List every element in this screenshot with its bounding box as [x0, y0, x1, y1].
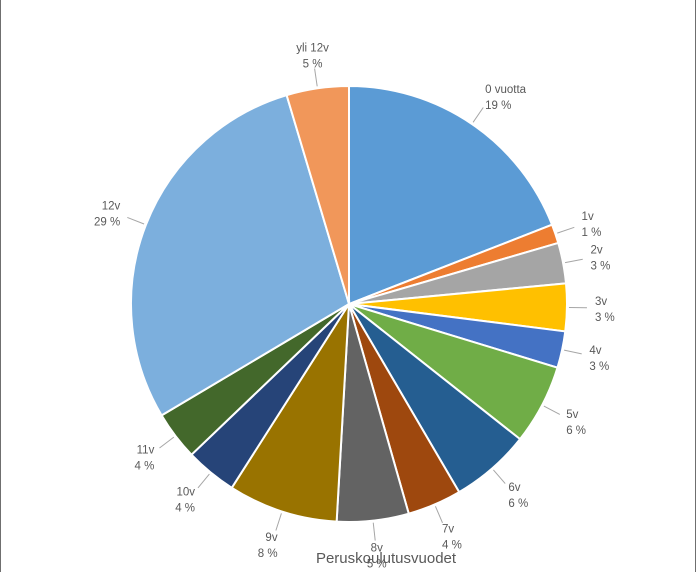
leader-line-yli-12v [314, 68, 318, 87]
value-label-0-vuotta: 19 % [485, 100, 511, 112]
leader-line-11v [159, 436, 175, 449]
leader-line-9v [275, 513, 282, 531]
value-label-5v: 6 % [566, 425, 586, 437]
category-label-12v: 12v [102, 200, 121, 212]
category-label-11v: 11v [137, 444, 155, 456]
category-label-4v: 4v [589, 345, 601, 357]
value-label-8v: 5 % [367, 558, 387, 570]
leader-line-1v [557, 226, 575, 234]
pie-slice-9v [230, 300, 351, 523]
category-label-5v: 5v [566, 409, 578, 421]
value-label-4v: 3 % [589, 361, 609, 373]
value-label-7v: 4 % [442, 540, 462, 552]
leader-line-2v [564, 258, 583, 264]
value-label-6v: 6 % [508, 498, 528, 510]
pie-slice-0-vuotta [348, 84, 554, 306]
leader-line-10v [197, 473, 210, 489]
category-label-7v: 7v [442, 524, 454, 536]
value-label-2v: 3 % [591, 261, 611, 273]
leader-line-7v [434, 506, 443, 524]
value-label-12v: 29 % [94, 216, 120, 228]
leader-line-8v [372, 522, 376, 541]
leader-line-12v [127, 216, 145, 225]
value-label-3v: 3 % [595, 312, 615, 324]
category-label-10v: 10v [177, 487, 196, 499]
value-label-yli-12v: 5 % [303, 59, 323, 71]
value-label-11v: 4 % [135, 460, 155, 472]
category-label-3v: 3v [595, 296, 607, 308]
category-label-2v: 2v [591, 245, 603, 257]
value-label-10v: 4 % [175, 503, 195, 515]
category-label-yli-12v: yli 12v [296, 43, 329, 55]
category-label-9v: 9v [265, 532, 277, 544]
category-label-1v: 1v [582, 211, 594, 223]
data-labels: 0 vuotta 19 % 1v 1 % 2v 3 % 3v 3 % 4v 3 % 5v 6 % 6v 6… [94, 43, 615, 571]
pie-slice-yli-12v [285, 84, 350, 305]
category-label-8v: 8v [371, 542, 383, 554]
value-label-1v: 1 % [582, 227, 602, 239]
leader-line-0-vuotta [472, 107, 484, 123]
leader-line-6v [493, 469, 506, 484]
category-label-0-vuotta: 0 vuotta [485, 84, 527, 96]
chart-title: Peruskoulutusvuodet [316, 550, 457, 567]
leader-line-4v [564, 349, 582, 355]
leader-line-5v [543, 405, 561, 415]
pie-slices [130, 84, 568, 524]
pie-slice-12v [130, 93, 351, 417]
leader-lines [127, 68, 587, 541]
category-label-6v: 6v [508, 482, 520, 494]
value-label-9v: 8 % [258, 548, 278, 560]
